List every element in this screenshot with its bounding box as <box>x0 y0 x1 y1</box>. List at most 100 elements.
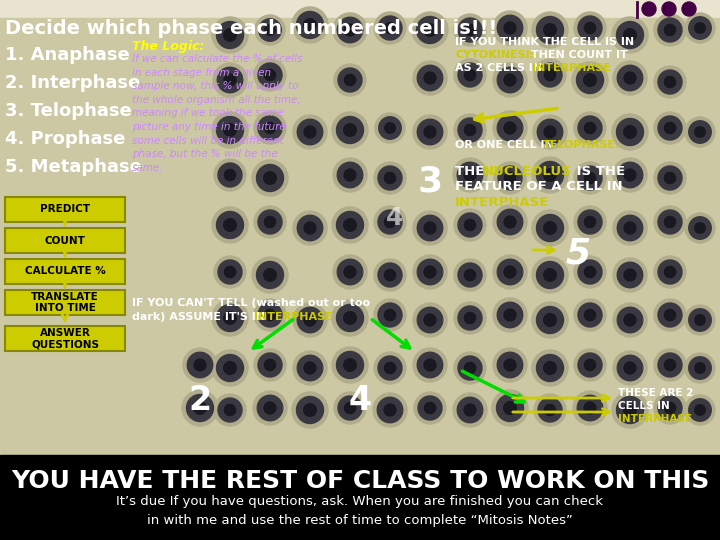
Circle shape <box>612 114 648 150</box>
Text: ANSWER
QUESTIONS: ANSWER QUESTIONS <box>31 328 99 349</box>
Circle shape <box>585 360 595 370</box>
Circle shape <box>617 215 643 241</box>
Circle shape <box>304 126 316 138</box>
Circle shape <box>418 65 443 91</box>
Circle shape <box>532 350 568 386</box>
Circle shape <box>336 305 364 332</box>
Circle shape <box>418 307 443 333</box>
Circle shape <box>613 303 647 337</box>
Circle shape <box>253 391 287 425</box>
Circle shape <box>458 263 482 287</box>
Circle shape <box>374 162 406 194</box>
Text: The Logic:: The Logic: <box>132 40 204 53</box>
Circle shape <box>258 353 282 377</box>
Circle shape <box>498 15 523 40</box>
Circle shape <box>194 359 206 371</box>
Circle shape <box>493 205 527 239</box>
Text: PREDICT: PREDICT <box>40 205 90 214</box>
Circle shape <box>498 166 522 190</box>
Text: THE: THE <box>455 165 489 178</box>
Circle shape <box>256 165 284 192</box>
Circle shape <box>183 348 217 382</box>
Circle shape <box>584 73 596 86</box>
Circle shape <box>498 115 523 141</box>
Circle shape <box>424 222 436 234</box>
Circle shape <box>665 76 675 87</box>
Circle shape <box>654 206 686 238</box>
Circle shape <box>344 402 356 414</box>
Circle shape <box>544 222 557 234</box>
Circle shape <box>252 160 288 196</box>
Circle shape <box>658 166 682 190</box>
Circle shape <box>578 116 602 140</box>
Circle shape <box>536 214 564 241</box>
Text: THEN COUNT IT: THEN COUNT IT <box>527 50 628 60</box>
Circle shape <box>578 166 602 190</box>
Circle shape <box>493 63 527 97</box>
Circle shape <box>624 169 636 181</box>
Circle shape <box>654 112 686 144</box>
Circle shape <box>212 350 248 386</box>
Circle shape <box>458 18 482 42</box>
Circle shape <box>617 65 643 91</box>
Text: TRANSLATE
INTO TIME: TRANSLATE INTO TIME <box>31 292 99 313</box>
Circle shape <box>254 206 286 238</box>
Circle shape <box>685 13 715 43</box>
Circle shape <box>212 17 248 53</box>
Circle shape <box>492 390 528 426</box>
Text: INTERPHASE: INTERPHASE <box>532 63 611 73</box>
Circle shape <box>336 212 364 239</box>
Circle shape <box>413 61 447 95</box>
Circle shape <box>252 257 288 293</box>
Circle shape <box>616 118 644 145</box>
Circle shape <box>224 219 236 231</box>
Circle shape <box>418 396 442 420</box>
Circle shape <box>217 354 243 381</box>
Circle shape <box>665 360 675 370</box>
Circle shape <box>497 395 523 422</box>
Circle shape <box>374 259 406 291</box>
Circle shape <box>464 313 476 323</box>
FancyBboxPatch shape <box>5 197 125 222</box>
FancyBboxPatch shape <box>5 259 125 284</box>
Text: COUNT: COUNT <box>45 235 86 246</box>
Circle shape <box>498 302 523 328</box>
Circle shape <box>254 299 286 331</box>
Circle shape <box>654 14 686 46</box>
Circle shape <box>293 351 327 385</box>
Circle shape <box>457 397 482 423</box>
Circle shape <box>338 396 362 420</box>
Circle shape <box>258 210 282 234</box>
Circle shape <box>498 68 523 93</box>
Circle shape <box>194 402 207 414</box>
Circle shape <box>613 61 647 95</box>
Circle shape <box>413 115 447 149</box>
Circle shape <box>293 115 327 149</box>
Circle shape <box>658 303 682 327</box>
Circle shape <box>217 117 243 144</box>
Circle shape <box>624 222 636 234</box>
Circle shape <box>333 255 367 289</box>
Text: INTERPHASE: INTERPHASE <box>455 196 549 209</box>
Circle shape <box>218 260 242 284</box>
Circle shape <box>682 2 696 16</box>
Circle shape <box>453 158 487 192</box>
Circle shape <box>464 362 476 374</box>
Circle shape <box>544 269 557 281</box>
Circle shape <box>264 172 276 184</box>
Circle shape <box>642 2 656 16</box>
Text: 5: 5 <box>565 236 590 270</box>
Circle shape <box>493 298 527 332</box>
Circle shape <box>332 347 368 383</box>
Circle shape <box>418 352 443 378</box>
Text: 5. Metaphase: 5. Metaphase <box>5 158 142 176</box>
Circle shape <box>413 255 447 289</box>
Circle shape <box>464 219 476 231</box>
Circle shape <box>333 13 367 47</box>
Circle shape <box>344 169 356 181</box>
Circle shape <box>654 66 686 98</box>
Bar <box>0 18 720 455</box>
Circle shape <box>689 17 711 39</box>
Circle shape <box>578 353 602 377</box>
Circle shape <box>498 259 523 285</box>
